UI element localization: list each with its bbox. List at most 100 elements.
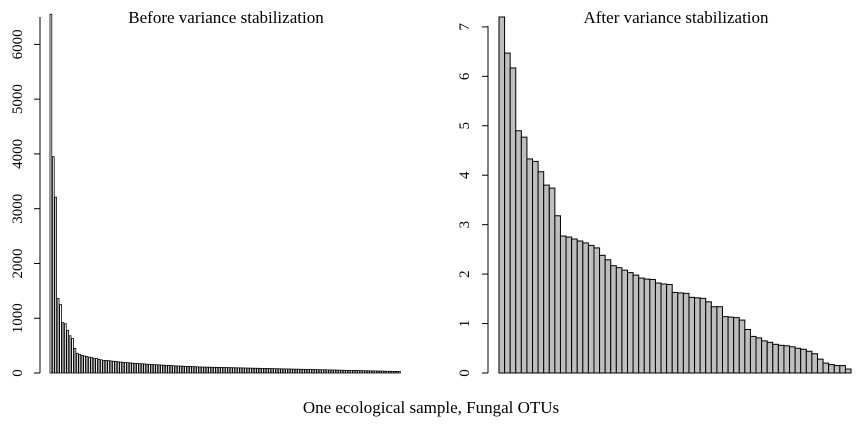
y-tick-label: 1 bbox=[457, 320, 473, 328]
bar bbox=[362, 370, 365, 374]
bar bbox=[515, 130, 522, 374]
bar bbox=[213, 366, 216, 374]
bar bbox=[733, 317, 740, 374]
bar bbox=[369, 370, 372, 374]
bar bbox=[386, 370, 389, 374]
bar bbox=[304, 368, 308, 374]
bar bbox=[374, 370, 377, 374]
y-tick-label: 3000 bbox=[10, 194, 26, 224]
bar bbox=[783, 345, 791, 374]
bar bbox=[71, 338, 74, 374]
bar bbox=[225, 367, 228, 374]
bar bbox=[350, 370, 353, 374]
bar bbox=[160, 364, 163, 374]
bars-after bbox=[498, 16, 852, 374]
bar bbox=[309, 369, 312, 374]
bar bbox=[777, 344, 785, 374]
bar bbox=[277, 368, 281, 374]
bar bbox=[143, 363, 146, 374]
bar bbox=[294, 368, 298, 374]
bar bbox=[227, 367, 231, 374]
bar bbox=[203, 366, 207, 374]
bar bbox=[239, 367, 243, 374]
bar bbox=[627, 272, 634, 374]
bar bbox=[88, 356, 91, 374]
bar bbox=[210, 366, 214, 374]
bar bbox=[140, 363, 144, 374]
bar bbox=[121, 361, 125, 374]
bar bbox=[256, 367, 259, 374]
bar bbox=[526, 158, 534, 374]
bar bbox=[229, 367, 233, 374]
bar bbox=[83, 355, 86, 374]
bar bbox=[381, 370, 384, 374]
bar bbox=[253, 367, 257, 374]
y-tick-label: 4 bbox=[457, 171, 473, 179]
bar bbox=[181, 365, 185, 374]
bar bbox=[116, 361, 120, 374]
bar bbox=[119, 361, 122, 374]
bar bbox=[604, 259, 612, 374]
bar bbox=[761, 340, 768, 374]
bar bbox=[162, 364, 166, 374]
bar bbox=[90, 357, 94, 374]
bar bbox=[191, 366, 195, 374]
bar bbox=[220, 367, 223, 374]
bar bbox=[554, 215, 561, 374]
bar bbox=[222, 367, 226, 374]
bar bbox=[316, 369, 320, 374]
bar bbox=[100, 359, 103, 374]
y-tick-label: 6 bbox=[457, 72, 473, 80]
bar bbox=[64, 323, 67, 374]
bar bbox=[217, 367, 221, 374]
bar bbox=[682, 292, 690, 374]
bar bbox=[133, 363, 137, 374]
bar bbox=[59, 304, 62, 374]
bar bbox=[660, 283, 668, 374]
bar bbox=[395, 371, 399, 374]
bar bbox=[78, 353, 82, 374]
bar bbox=[265, 368, 269, 374]
bar bbox=[844, 368, 852, 374]
chart-title-before: Before variance stabilization bbox=[128, 8, 324, 27]
bar bbox=[721, 316, 729, 374]
bar bbox=[666, 283, 673, 374]
bar bbox=[241, 367, 245, 374]
bar bbox=[189, 366, 192, 374]
bar bbox=[323, 369, 327, 374]
bar bbox=[532, 160, 539, 374]
bar bbox=[208, 366, 211, 374]
bar bbox=[80, 355, 84, 374]
bar bbox=[85, 356, 89, 374]
bar bbox=[393, 371, 396, 374]
bar bbox=[705, 301, 712, 374]
bar bbox=[340, 369, 344, 374]
bar bbox=[258, 367, 262, 374]
bar bbox=[749, 335, 757, 374]
bar bbox=[335, 369, 339, 374]
bar bbox=[311, 369, 315, 374]
bar bbox=[699, 297, 707, 374]
bar bbox=[326, 369, 329, 374]
bar bbox=[342, 369, 346, 374]
bar bbox=[302, 368, 305, 374]
bar bbox=[179, 365, 183, 374]
bar bbox=[543, 184, 550, 374]
bars-before bbox=[49, 13, 401, 374]
bar bbox=[498, 16, 506, 374]
bar bbox=[621, 269, 629, 374]
bar bbox=[290, 368, 293, 374]
bar bbox=[738, 319, 746, 374]
bar bbox=[537, 171, 545, 374]
bar bbox=[504, 52, 511, 374]
bar bbox=[263, 368, 267, 374]
bar bbox=[232, 367, 235, 374]
chart-title-after: After variance stabilization bbox=[583, 8, 769, 27]
bar bbox=[145, 363, 149, 374]
bar bbox=[95, 358, 98, 374]
bar bbox=[357, 370, 360, 374]
bar bbox=[49, 13, 53, 374]
bar bbox=[205, 366, 209, 374]
y-axis-after: 0 1 2 3 4 5 6 7 bbox=[457, 23, 488, 377]
bar bbox=[107, 360, 110, 374]
